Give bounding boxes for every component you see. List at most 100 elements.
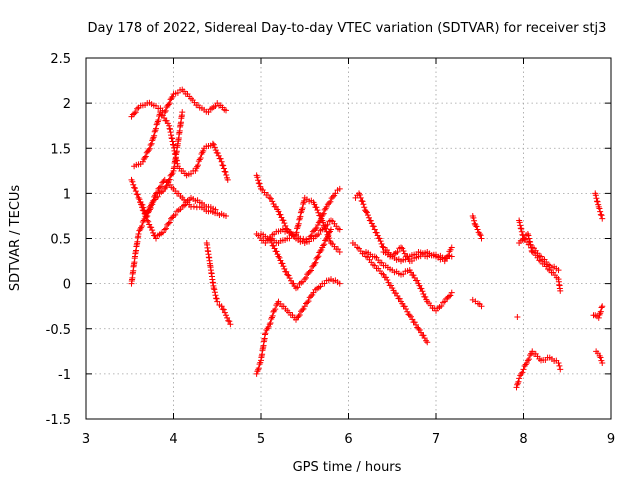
- data-point-sat-m: [388, 282, 394, 289]
- data-point-sat-d: [154, 193, 161, 200]
- data-point-sat-b: [195, 162, 201, 169]
- data-point-sat-g: [336, 226, 343, 233]
- data-point-sat-c: [136, 196, 143, 203]
- data-point-sat-e: [166, 219, 173, 226]
- data-point-sat-m: [421, 335, 428, 342]
- data-point-sat-l: [376, 235, 383, 242]
- data-point-sat-l: [363, 208, 369, 215]
- data-point-sat-k: [324, 234, 331, 241]
- data-point-sat-j: [295, 220, 302, 227]
- data-point-sat-j: [297, 213, 304, 220]
- data-point-sat-i: [266, 321, 273, 328]
- y-tick-label: 2.5: [50, 52, 71, 67]
- data-point-sat-a: [166, 100, 173, 107]
- data-point-sat-k: [303, 274, 309, 281]
- data-point-sat-b: [220, 165, 227, 172]
- x-tick-label: 4: [169, 432, 177, 447]
- data-point-sat-l: [359, 198, 366, 205]
- data-point-sat-d: [179, 109, 186, 116]
- data-point-sat-b: [147, 142, 154, 149]
- data-point-sat-m: [383, 274, 389, 281]
- data-point-sat-e: [145, 218, 152, 225]
- data-point-sat-n: [410, 272, 417, 279]
- data-point-sat-d: [139, 223, 145, 230]
- data-point-sat-i: [268, 316, 275, 323]
- data-point-sat-b: [219, 162, 226, 169]
- data-point-sat-f: [221, 309, 228, 316]
- data-point-sat-m: [396, 295, 403, 302]
- data-point-sat-j: [296, 216, 303, 223]
- data-point-sat-l: [363, 209, 370, 216]
- data-point-sat-t: [556, 362, 563, 369]
- data-point-sat-i: [262, 330, 269, 337]
- data-point-sat-a: [165, 101, 172, 108]
- data-point-sat-n: [447, 292, 454, 299]
- data-point-sat-c: [135, 194, 142, 201]
- data-point-isolated: [590, 312, 597, 319]
- data-point-sat-c: [223, 212, 229, 219]
- data-point-sat-f: [224, 314, 231, 321]
- data-point-sat-e: [148, 224, 155, 231]
- data-point-sat-k: [283, 268, 290, 275]
- data-point-sat-h: [336, 185, 343, 192]
- data-point-sat-b: [145, 147, 152, 154]
- data-point-sat-s: [528, 244, 535, 251]
- data-point-sat-d: [166, 176, 173, 183]
- data-point-sat-j: [313, 204, 320, 211]
- data-point-sat-w: [597, 354, 604, 361]
- data-point-sat-b: [155, 116, 162, 123]
- data-point-sat-o: [445, 252, 452, 259]
- data-point-sat-j: [300, 200, 307, 207]
- data-point-sat-l: [360, 201, 367, 208]
- data-point-sat-p: [470, 214, 477, 221]
- data-point-sat-g: [283, 225, 290, 232]
- data-point-sat-e: [141, 210, 148, 217]
- data-point-sat-u: [598, 212, 605, 219]
- data-point-sat-s: [525, 232, 532, 239]
- data-point-sat-p: [477, 232, 484, 239]
- data-point-sat-h: [327, 198, 334, 205]
- data-point-sat-q: [469, 296, 476, 303]
- data-point-sat-e: [149, 227, 156, 234]
- data-point-sat-b: [154, 118, 161, 125]
- data-point-sat-v: [597, 308, 604, 315]
- data-point-sat-j: [294, 223, 301, 230]
- data-point-sat-h: [300, 235, 307, 242]
- data-point-sat-m: [423, 337, 429, 344]
- data-point-sat-k: [311, 260, 318, 267]
- data-point-sat-m: [403, 306, 409, 313]
- data-point-sat-k: [294, 284, 301, 291]
- data-point-sat-b: [148, 140, 155, 147]
- data-point-sat-i: [255, 366, 262, 373]
- data-point-sat-a: [134, 105, 141, 112]
- data-point-sat-j: [295, 222, 302, 229]
- data-point-sat-o: [399, 245, 406, 252]
- data-point-sat-o: [448, 244, 455, 251]
- data-point-sat-i: [272, 306, 279, 313]
- data-point-sat-l: [379, 243, 386, 250]
- data-point-sat-c: [134, 191, 141, 198]
- data-point-sat-k: [267, 237, 274, 244]
- data-point-sat-t: [519, 369, 526, 376]
- data-point-sat-n: [418, 285, 425, 292]
- axis-ticks: [85, 57, 612, 420]
- x-tick-labels: 3 4 5 6 7 8 9: [82, 432, 615, 447]
- data-point-sat-e: [165, 220, 172, 227]
- data-point-sat-i: [305, 298, 312, 305]
- data-point-sat-k: [306, 268, 313, 275]
- data-point-sat-s: [525, 235, 532, 242]
- data-point-sat-c: [133, 191, 140, 198]
- data-point-sat-s: [526, 238, 533, 245]
- data-point-sat-b: [224, 176, 231, 183]
- data-point-sat-a: [162, 107, 169, 114]
- data-point-sat-u: [592, 192, 599, 199]
- data-point-sat-e: [172, 211, 179, 218]
- data-point-sat-f: [211, 289, 218, 296]
- data-point-sat-n: [448, 289, 455, 296]
- data-point-sat-k: [276, 254, 283, 261]
- data-point-sat-l: [356, 191, 363, 198]
- x-tick-label: 3: [82, 432, 90, 447]
- data-point-sat-s: [527, 241, 534, 248]
- data-point-sat-o: [441, 258, 448, 265]
- data-point-sat-s: [527, 238, 534, 245]
